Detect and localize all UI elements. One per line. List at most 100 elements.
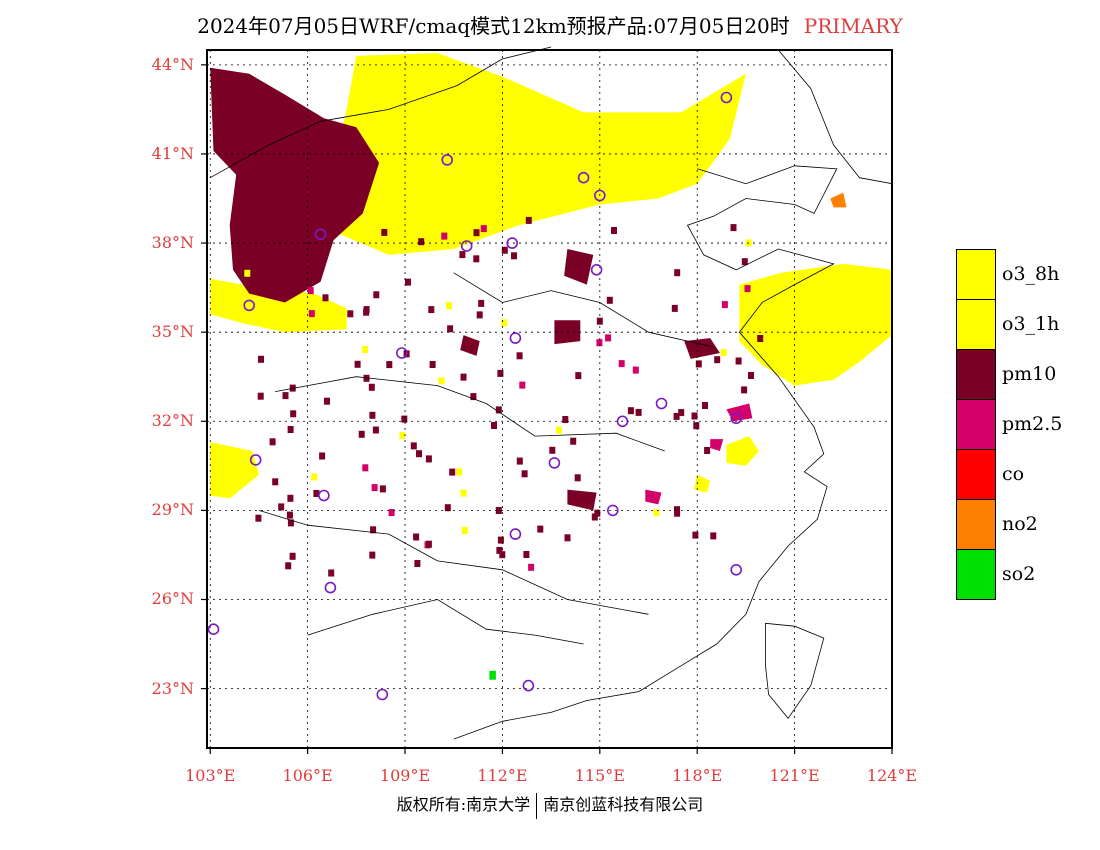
pollutant-cell xyxy=(278,503,285,511)
pollutant-cell xyxy=(460,489,467,497)
pollutant-cell xyxy=(438,377,445,385)
pollutant-cell xyxy=(674,269,681,277)
pollutant-cell xyxy=(282,255,289,263)
pollutant-cell xyxy=(673,412,680,420)
pollutant-cell xyxy=(369,551,376,559)
pollutant-cell xyxy=(446,302,452,310)
map-title-text: 2024年07月05日WRF/cmaq模式12km预报产品:07月05日20时 xyxy=(197,14,790,38)
pollutant-cell xyxy=(418,238,425,246)
legend-label: pm10 xyxy=(1002,363,1057,385)
lat-label: 41°N xyxy=(151,143,194,163)
lon-label: 109°E xyxy=(379,766,431,785)
pollutant-cell xyxy=(678,409,685,417)
station-marker xyxy=(509,332,522,344)
pollutant-cell xyxy=(555,426,562,434)
pollutant-cell xyxy=(627,407,634,415)
legend-swatch xyxy=(956,549,996,600)
pm25-area xyxy=(710,439,724,451)
station-markers xyxy=(207,91,743,701)
pollutant-cell xyxy=(258,355,264,363)
pm25-area xyxy=(726,403,753,422)
station-marker xyxy=(522,679,535,692)
pollutant-cell xyxy=(449,468,456,476)
pollutant-cell xyxy=(606,296,613,304)
lon-label: 118°E xyxy=(672,766,723,785)
pollutant-cell xyxy=(347,310,354,318)
station-marker xyxy=(506,237,519,249)
station-marker xyxy=(616,415,629,428)
pollutant-cell xyxy=(289,552,296,560)
pollutant-cell xyxy=(635,408,642,416)
pollutant-cell xyxy=(497,369,504,377)
pollution-layer xyxy=(210,53,892,680)
legend-label: so2 xyxy=(1002,563,1036,585)
pollutant-cell xyxy=(523,551,530,558)
pollutant-cell xyxy=(730,224,737,232)
pollutant-cell xyxy=(516,457,523,465)
pollutant-cell xyxy=(605,334,612,342)
pollutant-cell xyxy=(476,311,483,319)
station-marker xyxy=(606,504,619,517)
pollutant-cell xyxy=(735,357,742,365)
legend-swatch xyxy=(956,299,996,350)
pollutant-cell xyxy=(591,513,598,521)
pollutant-cell xyxy=(358,430,365,438)
pollutant-cell xyxy=(285,562,292,570)
pollutant-cell xyxy=(594,509,601,517)
pollutant-cell xyxy=(501,319,508,327)
pollutant-cell xyxy=(425,540,432,548)
station-marker xyxy=(730,563,743,576)
pollutant-cell xyxy=(287,426,294,433)
pollutant-cell xyxy=(354,360,361,368)
pollutant-cell xyxy=(386,361,393,369)
pollutant-cell xyxy=(674,506,680,514)
province-borders xyxy=(210,46,893,740)
pollutant-cell xyxy=(362,346,369,353)
pollutant-cell xyxy=(456,468,463,476)
pollutant-cell xyxy=(428,306,435,314)
pollutant-cell xyxy=(470,393,477,401)
station-marker xyxy=(720,91,733,104)
pollutant-cell xyxy=(444,504,451,512)
pollutant-cell xyxy=(741,258,748,266)
border-line xyxy=(453,272,714,348)
station-marker xyxy=(509,528,522,540)
pollutant-cell xyxy=(308,310,315,318)
pollutant-cell xyxy=(290,410,297,418)
pollutant-cell xyxy=(473,229,480,237)
pollutant-cell xyxy=(480,225,487,233)
station-marker xyxy=(441,154,454,166)
pollutant-cell xyxy=(388,509,395,517)
pollutant-cell xyxy=(611,227,617,234)
primary-tag: PRIMARY xyxy=(803,14,903,38)
border-line xyxy=(275,376,665,452)
pollutant-cell xyxy=(632,366,639,374)
pollutant-cell xyxy=(322,294,329,302)
pollutant-cell xyxy=(307,287,314,295)
pollutant-cell xyxy=(255,514,262,522)
pm10-area xyxy=(567,489,597,511)
station-marker xyxy=(590,263,603,276)
pollutant-cell xyxy=(369,411,376,419)
pollutant-cell xyxy=(368,383,375,391)
pollutant-cell xyxy=(429,361,436,368)
station-marker xyxy=(460,240,473,252)
pollutant-cell xyxy=(695,360,702,368)
station-marker xyxy=(593,189,606,202)
pollutant-cell xyxy=(495,406,502,414)
legend-label: no2 xyxy=(1002,513,1038,535)
pollutant-cell xyxy=(363,374,370,382)
pollutant-cell xyxy=(710,532,717,540)
station-marker xyxy=(548,457,561,469)
lat-label: 23°N xyxy=(151,678,194,698)
pollutant-cell xyxy=(414,560,421,567)
pm10-area xyxy=(564,249,594,285)
pollutant-cell xyxy=(311,473,318,481)
pollutant-cell xyxy=(491,422,497,429)
station-marker xyxy=(395,347,408,359)
station-marker xyxy=(249,454,262,466)
border-line xyxy=(765,622,825,719)
pm10-area xyxy=(460,335,480,356)
legend-swatch xyxy=(956,349,996,400)
o3-area xyxy=(726,436,759,466)
